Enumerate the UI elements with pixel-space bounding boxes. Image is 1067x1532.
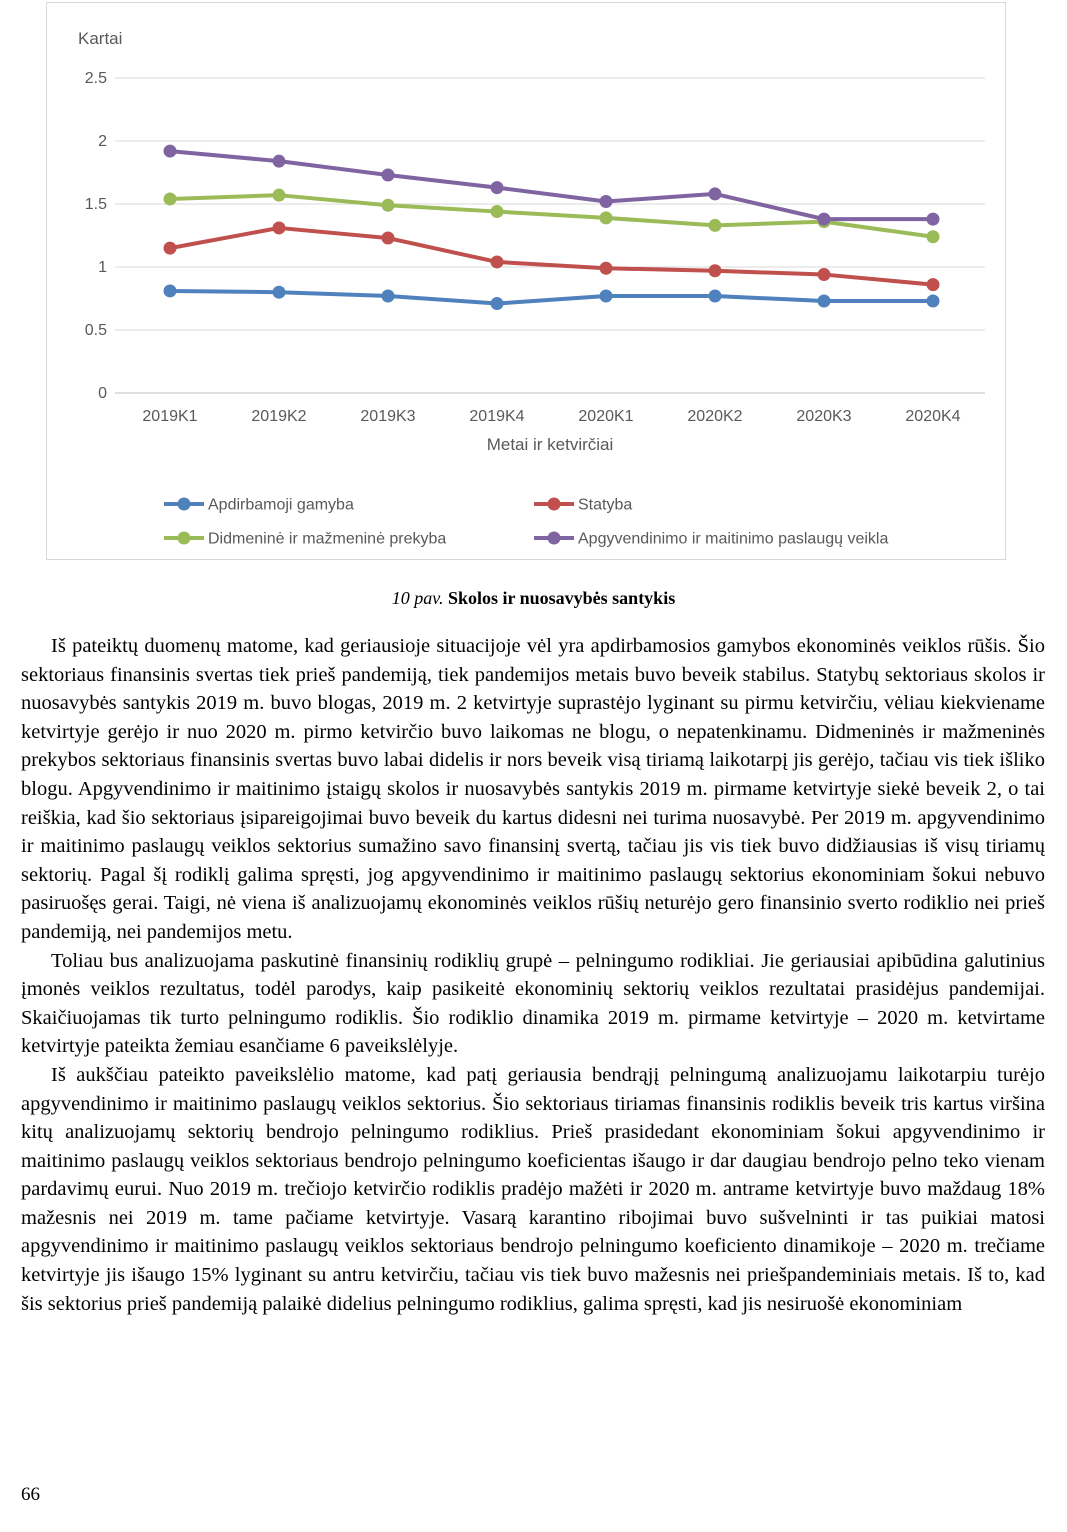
series-line — [168, 288, 935, 306]
y-tick-label: 0 — [98, 385, 107, 402]
data-point-marker — [817, 294, 831, 308]
data-point-marker — [599, 261, 613, 275]
data-point-marker — [163, 192, 177, 206]
x-tick-label: 2019K1 — [142, 408, 197, 425]
data-point-marker — [381, 168, 395, 182]
series-didmenin-ir-ma-menin-prekyba — [163, 188, 940, 244]
legend-marker-dot — [547, 497, 561, 511]
x-tick-label: 2019K4 — [469, 408, 524, 425]
data-point-marker — [599, 211, 613, 225]
series-line — [168, 225, 935, 287]
legend-marker-dot — [177, 531, 191, 545]
legend-item-didmenin-ir-ma-menin-prekyba: Didmeninė ir mažmeninė prekyba — [164, 531, 446, 548]
series-apgyvendinimo-ir-maitinimo-paslaug-veikla — [163, 144, 940, 226]
figure-caption-title: Skolos ir nuosavybės santykis — [447, 588, 676, 608]
legend-label: Statyba — [578, 497, 632, 514]
series-line — [168, 193, 935, 239]
data-point-marker — [163, 284, 177, 298]
data-point-marker — [163, 144, 177, 158]
figure-caption-number: 10 pav. — [391, 588, 444, 608]
legend-marker-dot — [177, 497, 191, 511]
data-point-marker — [926, 212, 940, 226]
data-point-marker — [708, 218, 722, 232]
series-apdirbamoji-gamyba — [163, 284, 940, 311]
legend-label: Didmeninė ir mažmeninė prekyba — [208, 531, 446, 548]
data-point-marker — [708, 187, 722, 201]
paragraph-3: Iš aukščiau pateikto paveikslėlio matome… — [21, 1063, 1045, 1315]
paragraph-1: Iš pateiktų duomenų matome, kad geriausi… — [21, 635, 1045, 943]
data-point-marker — [926, 230, 940, 244]
y-tick-label: 1.5 — [85, 196, 107, 213]
legend-label: Apgyvendinimo ir maitinimo paslaugų veik… — [578, 531, 888, 548]
chart-legend: Apdirbamoji gamyba Statyba Didmeninė ir ma… — [164, 497, 888, 548]
series-statyba — [163, 221, 940, 292]
data-point-marker — [490, 297, 504, 311]
data-point-marker — [490, 181, 504, 195]
x-axis-title: Metai ir ketvirčiai — [487, 435, 614, 454]
data-point-marker — [599, 289, 613, 303]
body-text: Iš pateiktų duomenų matome, kad geriausi… — [21, 632, 1045, 1318]
x-tick-label: 2020K2 — [687, 408, 742, 425]
chart-figure: 0 0.5 1 1.5 2 2.5 Kartai 2019K1 2019K2 2019K3 2019… — [46, 2, 1006, 560]
legend-marker-dot — [547, 531, 561, 545]
x-tick-label: 2020K1 — [578, 408, 633, 425]
data-point-marker — [490, 255, 504, 269]
x-tick-label: 2020K3 — [796, 408, 851, 425]
data-point-marker — [708, 289, 722, 303]
data-point-marker — [381, 231, 395, 245]
data-point-marker — [708, 264, 722, 278]
x-tick-label: 2019K2 — [251, 408, 306, 425]
data-point-marker — [817, 268, 831, 282]
y-tick-label: 1 — [98, 259, 107, 276]
data-point-marker — [926, 278, 940, 292]
legend-item-statyba: Statyba — [534, 497, 632, 514]
data-point-marker — [272, 221, 286, 235]
legend-item-apgyvendinimo-ir-maitinimo-paslaug-veikla: Apgyvendinimo ir maitinimo paslaugų veik… — [534, 531, 888, 548]
paragraph-2: Toliau bus analizuojama paskutinė finans… — [21, 949, 1045, 1058]
y-axis-title: Kartai — [78, 29, 122, 48]
data-point-marker — [381, 289, 395, 303]
x-tick-label: 2020K4 — [905, 408, 960, 425]
gridlines — [115, 77, 985, 394]
data-point-marker — [272, 154, 286, 168]
y-tick-label: 2.5 — [85, 70, 107, 87]
legend-label: Apdirbamoji gamyba — [208, 497, 354, 514]
legend-item-apdirbamoji-gamyba: Apdirbamoji gamyba — [164, 497, 354, 514]
x-tick-label: 2019K3 — [360, 408, 415, 425]
x-axis: 2019K1 2019K2 2019K3 2019K4 2020K1 2020K2 2020… — [142, 408, 960, 454]
figure-caption: 10 pav. Skolos ir nuosavybės santykis — [0, 588, 1067, 609]
y-tick-label: 0.5 — [85, 322, 107, 339]
data-point-marker — [817, 212, 831, 226]
page-number: 66 — [21, 1484, 40, 1505]
series-line — [168, 149, 935, 222]
data-point-marker — [926, 294, 940, 308]
data-point-marker — [490, 205, 504, 219]
data-point-marker — [163, 241, 177, 255]
data-point-marker — [381, 198, 395, 212]
y-axis: 0 0.5 1 1.5 2 2.5 Kartai — [78, 29, 122, 402]
data-point-marker — [272, 188, 286, 202]
data-point-marker — [272, 285, 286, 299]
y-tick-label: 2 — [98, 133, 107, 150]
data-point-marker — [599, 194, 613, 208]
